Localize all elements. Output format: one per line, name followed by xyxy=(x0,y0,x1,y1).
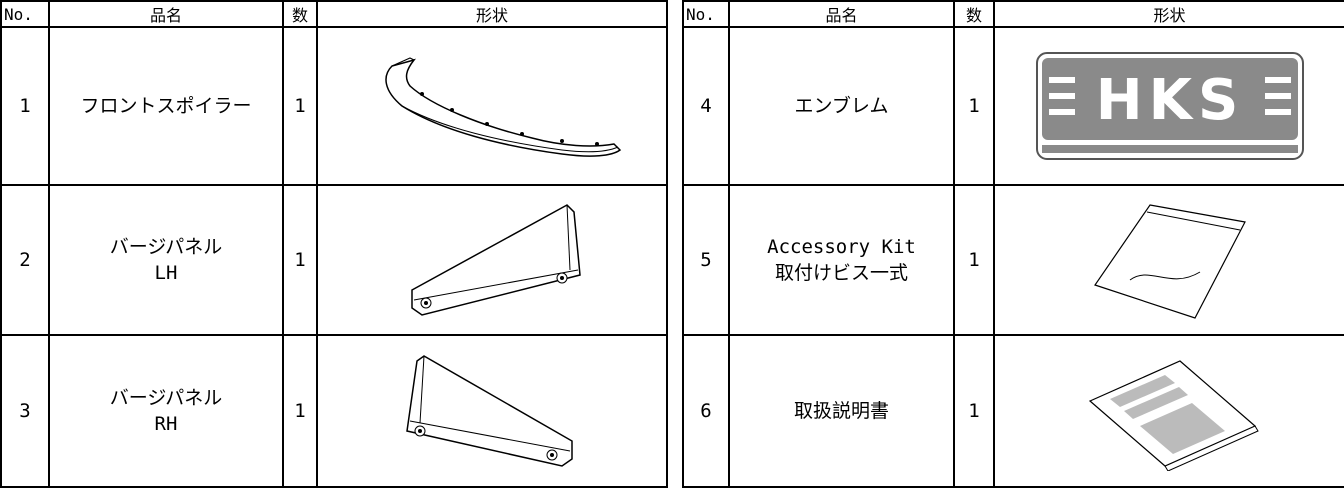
row: 5 Accessory Kit 取付けビス一式 1 xyxy=(682,184,1344,336)
illustration-part xyxy=(411,204,581,316)
name-cell: フロントスポイラー xyxy=(48,26,284,186)
illustration-part xyxy=(1129,271,1200,281)
header-cell: 数 xyxy=(282,0,318,28)
illustration-part xyxy=(420,92,599,146)
illustration-part xyxy=(1048,77,1075,83)
illustration-part xyxy=(419,355,425,424)
shape-cell: HKS xyxy=(993,26,1344,186)
illustration-part xyxy=(560,139,564,143)
barge-panel-rh-illustration xyxy=(406,355,573,467)
illustration-part xyxy=(409,420,571,452)
name-cell: バージパネル RH xyxy=(48,334,284,488)
parts-table-right: No. 品名 数 形状 4 エンブレム 1 HKS 5 Accessory Ki… xyxy=(682,0,1344,488)
no-cell: 1 xyxy=(0,26,50,186)
illustration-part xyxy=(1041,145,1298,153)
illustration-part xyxy=(424,301,428,305)
name-line: フロントスポイラー xyxy=(80,95,252,117)
barge-panel-lh-illustration xyxy=(411,204,581,316)
illustration-part xyxy=(1264,77,1291,83)
header-cell: No. xyxy=(682,0,730,28)
illustration-part: No. 品名 数 形状 4 エンブレム 1 HKS 5 Accessory Ki… xyxy=(682,0,1344,488)
no-cell: 5 xyxy=(682,184,730,336)
illustration-part xyxy=(1146,211,1240,231)
name-cell: 取扱説明書 xyxy=(728,334,955,488)
name-cell: エンブレム xyxy=(728,26,955,186)
illustration-part xyxy=(520,132,524,136)
parts-table-left: No. 品名 数 形状 1 フロントスポイラー 1 2 バージパネル LH 1 xyxy=(0,0,668,488)
no-cell: 4 xyxy=(682,26,730,186)
manual-illustration xyxy=(1088,360,1259,471)
emblem-logo: HKS xyxy=(1095,68,1244,133)
name-cell: バージパネル LH xyxy=(48,184,284,336)
illustration-part xyxy=(1264,109,1291,115)
qty-cell: 1 xyxy=(953,26,995,186)
shape-cell xyxy=(316,26,668,186)
illustration-part xyxy=(1048,109,1075,115)
name-line: RH xyxy=(154,413,178,435)
illustration-part xyxy=(1123,387,1188,419)
name-line: Accessory Kit xyxy=(767,236,916,258)
illustration-part xyxy=(413,269,579,301)
header-row: No. 品名 数 形状 xyxy=(0,0,668,28)
name-line: バージパネル xyxy=(109,387,223,409)
row: 2 バージパネル LH 1 xyxy=(0,184,668,336)
no-cell: 3 xyxy=(0,334,50,488)
shape-cell xyxy=(316,184,668,336)
illustration-part xyxy=(450,108,454,112)
illustration-part xyxy=(391,57,415,67)
illustration-part xyxy=(406,355,573,467)
front-spoiler-illustration xyxy=(385,57,622,157)
illustration-part xyxy=(560,276,564,280)
name-line: 取付けビス一式 xyxy=(774,262,908,284)
illustration-part xyxy=(401,105,619,153)
qty-cell: 1 xyxy=(953,184,995,336)
illustration-part xyxy=(385,58,622,157)
accessory-bag-illustration xyxy=(1093,204,1246,319)
illustration-part xyxy=(1093,204,1246,319)
illustration-part xyxy=(1109,375,1175,407)
header-cell: 形状 xyxy=(993,0,1344,28)
illustration-part xyxy=(595,142,599,146)
row: 6 取扱説明書 1 xyxy=(682,334,1344,488)
illustration-part xyxy=(420,92,424,96)
illustration-part xyxy=(566,204,571,271)
illustration-part: No. 品名 数 形状 1 フロントスポイラー 1 2 バージパネル LH 1 xyxy=(0,0,668,488)
name-line: 取扱説明書 xyxy=(793,400,889,422)
illustration-part xyxy=(550,453,554,457)
name-line: LH xyxy=(154,262,178,284)
row: 4 エンブレム 1 HKS xyxy=(682,26,1344,186)
illustration-part xyxy=(1041,58,1298,140)
illustration-part xyxy=(1139,403,1225,454)
header-row: No. 品名 数 形状 xyxy=(682,0,1344,28)
illustration-part xyxy=(1264,93,1291,99)
illustration-part xyxy=(418,429,422,433)
qty-cell: 1 xyxy=(282,334,318,488)
shape-cell xyxy=(993,184,1344,336)
illustration-part xyxy=(1048,77,1291,115)
name-cell: Accessory Kit 取付けビス一式 xyxy=(728,184,955,336)
qty-cell: 1 xyxy=(282,184,318,336)
shape-cell xyxy=(993,334,1344,488)
name-line: エンブレム xyxy=(794,95,889,117)
illustration-part xyxy=(1164,425,1259,471)
name-line: バージパネル xyxy=(109,236,223,258)
no-cell: 2 xyxy=(0,184,50,336)
no-cell: 6 xyxy=(682,334,730,488)
illustration-part xyxy=(1048,93,1075,99)
illustration-part xyxy=(485,122,489,126)
row: 1 フロントスポイラー 1 xyxy=(0,26,668,186)
qty-cell: 1 xyxy=(953,334,995,488)
header-cell: 形状 xyxy=(316,0,668,28)
qty-cell: 1 xyxy=(282,26,318,186)
header-cell: 数 xyxy=(953,0,995,28)
emblem-illustration: HKS xyxy=(1035,52,1304,160)
header-cell: No. xyxy=(0,0,50,28)
header-cell: 品名 xyxy=(728,0,955,28)
header-cell: 品名 xyxy=(48,0,284,28)
shape-cell xyxy=(316,334,668,488)
row: 3 バージパネル RH 1 xyxy=(0,334,668,488)
